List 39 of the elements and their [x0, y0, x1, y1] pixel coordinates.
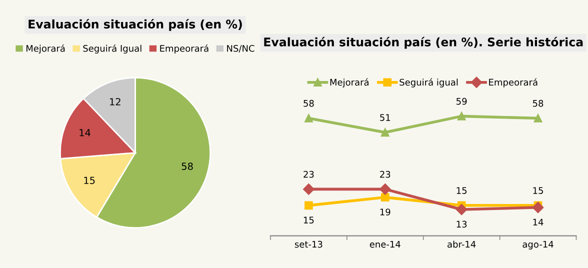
point	[304, 201, 313, 210]
point	[380, 184, 391, 195]
legend-label: Seguirá Igual	[83, 44, 142, 54]
data-label: 13	[456, 220, 467, 228]
x-tick-label: set-13	[294, 240, 322, 248]
data-label: 15	[304, 216, 314, 224]
data-label: 23	[380, 170, 390, 178]
data-label: 59	[456, 98, 467, 105]
point	[304, 114, 313, 122]
point	[380, 193, 390, 202]
data-label: 58	[182, 162, 193, 170]
data-label: 15	[456, 187, 467, 194]
point	[457, 112, 466, 120]
legend-label: Mejorará	[26, 44, 65, 54]
data-label: 23	[304, 170, 314, 178]
legend-label: Mejorará	[330, 78, 368, 88]
data-label: 19	[380, 208, 390, 216]
x-tick-label: abr-14	[448, 240, 476, 248]
legend-label: NS/NC	[227, 44, 254, 53]
chart-title: Evaluación situación país (en %). Serie histórica	[264, 36, 583, 49]
point	[534, 114, 542, 122]
point	[303, 184, 314, 195]
data-label: 14	[80, 129, 90, 136]
point	[456, 204, 468, 216]
data-label: 12	[110, 98, 120, 106]
x-tick-label: ene-14	[370, 240, 400, 248]
legend-label: Empeorará	[160, 44, 208, 54]
point	[532, 202, 544, 214]
point	[380, 128, 390, 137]
data-label: 15	[533, 187, 543, 194]
data-label: 14	[533, 218, 544, 226]
data-label: 58	[532, 100, 544, 107]
data-label: 15	[84, 176, 95, 184]
legend-label: Empeorará	[489, 78, 538, 88]
data-label: 51	[380, 114, 390, 121]
x-tick-label: ago-14	[522, 240, 554, 250]
legend-label: Seguirá igual	[400, 78, 458, 88]
data-label: 58	[304, 100, 314, 107]
chart-title: Evaluación situación país (en %)	[28, 18, 242, 31]
